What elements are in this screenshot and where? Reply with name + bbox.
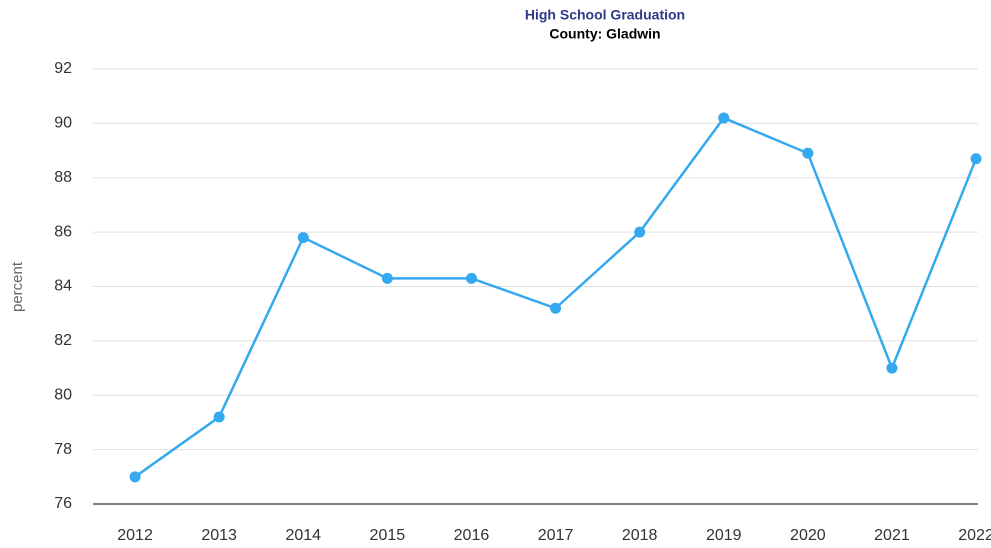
y-tick-label: 88 (54, 169, 72, 186)
point (886, 362, 898, 374)
y-tick-label: 80 (54, 386, 72, 403)
point (129, 471, 141, 483)
chart-subtitle: County: Gladwin (549, 26, 660, 42)
point (297, 232, 309, 244)
point (213, 411, 225, 423)
x-tick-label: 2014 (285, 527, 321, 544)
point (634, 226, 646, 238)
chart-title: High School Graduation (525, 7, 685, 23)
point (381, 272, 393, 284)
x-tick-label: 2015 (370, 527, 406, 544)
point (550, 302, 562, 314)
x-tick-label: 2018 (622, 527, 658, 544)
y-tick-label: 92 (54, 60, 72, 77)
y-tick-label: 76 (54, 495, 72, 512)
y-tick-label: 90 (54, 115, 72, 132)
y-tick-label: 82 (54, 332, 72, 349)
x-tick-label: 2016 (454, 527, 490, 544)
x-tick-label: 2020 (790, 527, 826, 544)
point (465, 272, 477, 284)
y-tick-label: 86 (54, 223, 72, 240)
x-tick-label: 2017 (538, 527, 574, 544)
line (134, 116, 978, 478)
y-tick-label: 84 (54, 278, 72, 295)
point (802, 147, 814, 159)
x-tick-label: 2022 (958, 527, 991, 544)
x-tick-label: 2021 (874, 527, 910, 544)
y-tick-label: 78 (54, 441, 72, 458)
x-tick-label: 2012 (117, 527, 153, 544)
point (718, 112, 730, 124)
point (970, 153, 982, 165)
y-axis-label: percent (9, 261, 26, 312)
x-tick-label: 2019 (706, 527, 742, 544)
x-tick-label: 2013 (201, 527, 237, 544)
